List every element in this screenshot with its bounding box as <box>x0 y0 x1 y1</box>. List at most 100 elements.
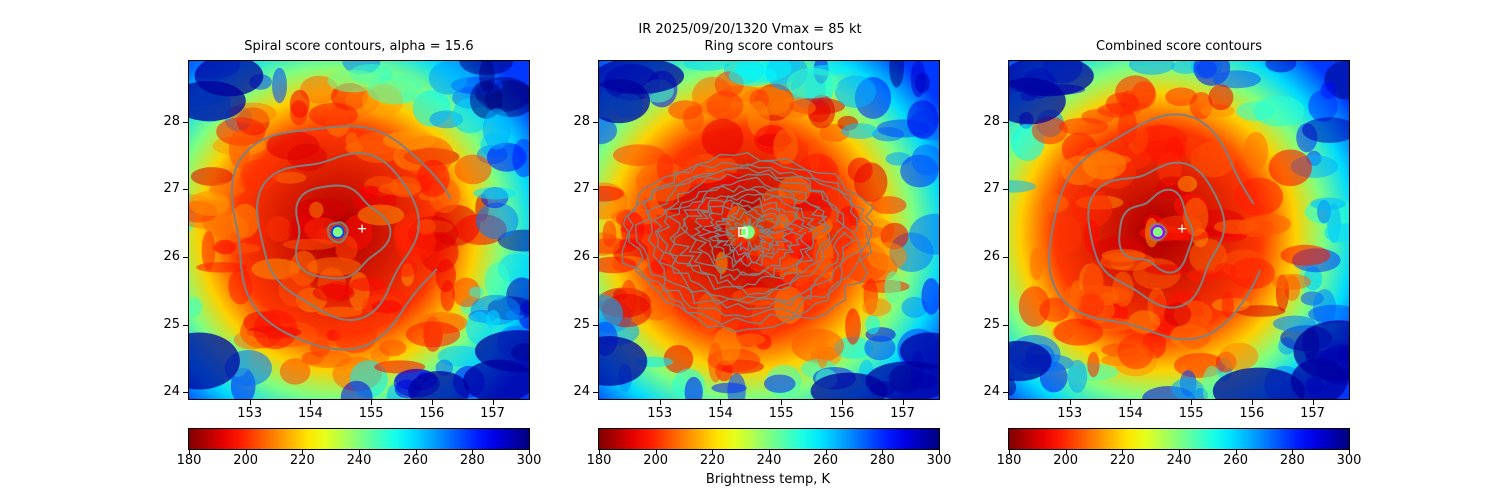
x-tick-label: 157 <box>1300 406 1325 421</box>
y-tick-label: 27 <box>573 181 590 197</box>
colorbar-tick-label: 240 <box>346 453 372 468</box>
colorbar-tick-mark <box>712 450 714 454</box>
x-tick-label: 156 <box>829 406 855 421</box>
x-tick-mark <box>371 400 373 405</box>
score-contours <box>621 152 875 333</box>
colorbar-tick-mark <box>1122 450 1124 454</box>
colorbar-tick-label: 280 <box>869 453 895 468</box>
score-contour-2 <box>1118 188 1194 274</box>
x-tick-label: 155 <box>1178 406 1204 421</box>
score-contours <box>230 124 452 351</box>
colorbar-tick-mark <box>1235 450 1237 454</box>
y-tick-label: 26 <box>983 249 1000 265</box>
y-tick-label: 24 <box>163 384 180 400</box>
score-contour-4 <box>230 124 452 351</box>
score-contour-1 <box>327 221 349 244</box>
storm-eye <box>330 225 345 240</box>
colorbar-tick-label: 280 <box>459 453 485 468</box>
colorbar-tick-label: 260 <box>813 453 839 468</box>
colorbar-tick-label: 200 <box>643 453 669 468</box>
x-tick-label: 155 <box>358 406 384 421</box>
x-tick-label: 153 <box>237 406 263 421</box>
colorbar-tick-label: 180 <box>176 453 202 468</box>
colorbar-tick-mark <box>1292 450 1294 454</box>
x-tick-label: 153 <box>647 406 673 421</box>
x-tick-mark <box>249 400 251 405</box>
ring-contour-9 <box>656 176 839 301</box>
colorbar-tick-mark <box>1009 450 1010 454</box>
x-tick-mark <box>902 400 904 405</box>
score-contour-4 <box>1048 113 1262 341</box>
x-tick-mark <box>659 400 661 405</box>
x-tick-label: 154 <box>1118 406 1143 421</box>
y-tick-mark <box>1003 121 1008 123</box>
y-tick-label: 28 <box>163 113 180 129</box>
y-tick-label: 28 <box>573 113 590 129</box>
ring-contour-1 <box>724 217 773 252</box>
colorbar-tick-mark <box>825 450 827 454</box>
y-tick-mark <box>1003 257 1008 259</box>
ring-contour-7 <box>673 188 819 290</box>
y-tick-mark <box>593 257 598 259</box>
y-tick-mark <box>183 392 188 394</box>
x-tick-mark <box>310 400 312 405</box>
y-tick-label: 25 <box>573 316 590 332</box>
ring-contour-2 <box>714 211 781 260</box>
y-tick-mark <box>593 392 598 394</box>
y-tick-mark <box>183 324 188 326</box>
colorbar-tick-mark <box>189 450 190 454</box>
y-tick-mark <box>1003 189 1008 191</box>
colorbar-label: Brightness temp, K <box>705 472 831 487</box>
panel-2-plot-area <box>598 60 940 400</box>
ring-contour-14 <box>621 152 875 333</box>
colorbar-tick-mark <box>415 450 417 454</box>
storm-eye <box>1150 225 1165 240</box>
colorbar-tick-label: 240 <box>756 453 782 468</box>
ring-contour-4 <box>697 202 795 269</box>
x-tick-label: 153 <box>1057 406 1083 421</box>
panel-1-title: Spiral score contours, alpha = 15.6 <box>244 39 474 54</box>
y-tick-label: 24 <box>573 384 590 400</box>
y-tick-label: 26 <box>573 249 590 265</box>
x-tick-label: 156 <box>1239 406 1265 421</box>
x-tick-mark <box>492 400 494 405</box>
center-plus-marker <box>1178 224 1187 233</box>
center-square-marker <box>738 227 748 237</box>
y-tick-label: 27 <box>163 181 180 197</box>
eye-contour <box>1150 225 1165 240</box>
panel-3-title: Combined score contours <box>1096 39 1262 54</box>
storm-eye <box>740 225 755 240</box>
y-tick-mark <box>183 121 188 123</box>
ring-contour-5 <box>690 197 805 276</box>
colorbar-tick-label: 200 <box>1053 453 1079 468</box>
y-tick-mark <box>593 121 598 123</box>
colorbar-tick-mark <box>529 450 530 454</box>
colorbar-tick-label: 220 <box>289 453 315 468</box>
score-contour-1 <box>1149 223 1168 242</box>
ring-contour-12 <box>634 163 862 318</box>
x-tick-mark <box>720 400 722 405</box>
colorbar-tick-mark <box>1179 450 1180 454</box>
y-tick-mark <box>183 189 188 191</box>
colorbar-tick-mark <box>655 450 657 454</box>
colorbar-tick-label: 240 <box>1166 453 1192 468</box>
panel-3-contour-map <box>1009 61 1349 399</box>
panel-2-colorbar <box>598 428 940 450</box>
colorbar-tick-label: 300 <box>1336 453 1362 468</box>
score-contour-3 <box>1087 161 1226 309</box>
panel-3-colorbar <box>1008 428 1350 450</box>
cloud-texture <box>1009 61 1349 399</box>
x-tick-label: 157 <box>890 406 915 421</box>
colorbar-tick-mark <box>472 450 474 454</box>
colorbar-tick-mark <box>882 450 884 454</box>
y-tick-label: 26 <box>163 249 180 265</box>
colorbar-tick-label: 220 <box>1109 453 1135 468</box>
y-tick-label: 28 <box>983 113 1000 129</box>
x-tick-label: 156 <box>419 406 445 421</box>
colorbar-tick-label: 220 <box>699 453 725 468</box>
colorbar-tick-label: 300 <box>926 453 952 468</box>
x-tick-mark <box>1251 400 1253 405</box>
y-tick-mark <box>1003 324 1008 326</box>
y-tick-label: 25 <box>163 316 180 332</box>
colorbar-tick-mark <box>245 450 247 454</box>
